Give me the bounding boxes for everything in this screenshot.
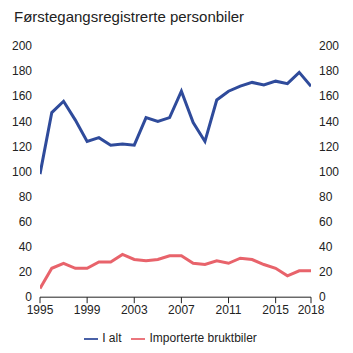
svg-text:200: 200	[319, 39, 339, 53]
svg-text:60: 60	[319, 215, 333, 229]
svg-text:2015: 2015	[262, 303, 289, 317]
svg-text:180: 180	[12, 64, 32, 78]
svg-text:1999: 1999	[74, 303, 101, 317]
svg-text:40: 40	[19, 240, 33, 254]
html-text:Importerte bruktbiler: Importerte bruktbiler	[149, 331, 257, 346]
svg-text:2018: 2018	[298, 303, 325, 317]
svg-text:100: 100	[12, 165, 32, 179]
html-text:I alt: I alt	[102, 331, 122, 346]
svg-text:20: 20	[319, 265, 333, 279]
svg-text:60: 60	[19, 215, 33, 229]
svg-text:40: 40	[319, 240, 333, 254]
svg-text:100: 100	[319, 165, 339, 179]
svg-text:20: 20	[19, 265, 33, 279]
html-text:Førstegangsregistrerte personb: Førstegangsregistrerte personbiler	[14, 8, 245, 25]
svg-text:180: 180	[319, 64, 339, 78]
svg-text:160: 160	[12, 89, 32, 103]
svg-text:2007: 2007	[168, 303, 195, 317]
svg-text:120: 120	[319, 140, 339, 154]
svg-text:160: 160	[319, 89, 339, 103]
svg-text:0: 0	[25, 290, 32, 304]
svg-text:120: 120	[12, 140, 32, 154]
svg-text:80: 80	[19, 190, 33, 204]
svg-text:0: 0	[319, 290, 326, 304]
svg-text:2011: 2011	[216, 303, 242, 317]
svg-text:140: 140	[319, 115, 339, 129]
svg-text:200: 200	[12, 39, 32, 53]
svg-text:140: 140	[12, 115, 32, 129]
svg-text:80: 80	[319, 190, 333, 204]
svg-text:2003: 2003	[121, 303, 148, 317]
svg-text:1995: 1995	[27, 303, 54, 317]
